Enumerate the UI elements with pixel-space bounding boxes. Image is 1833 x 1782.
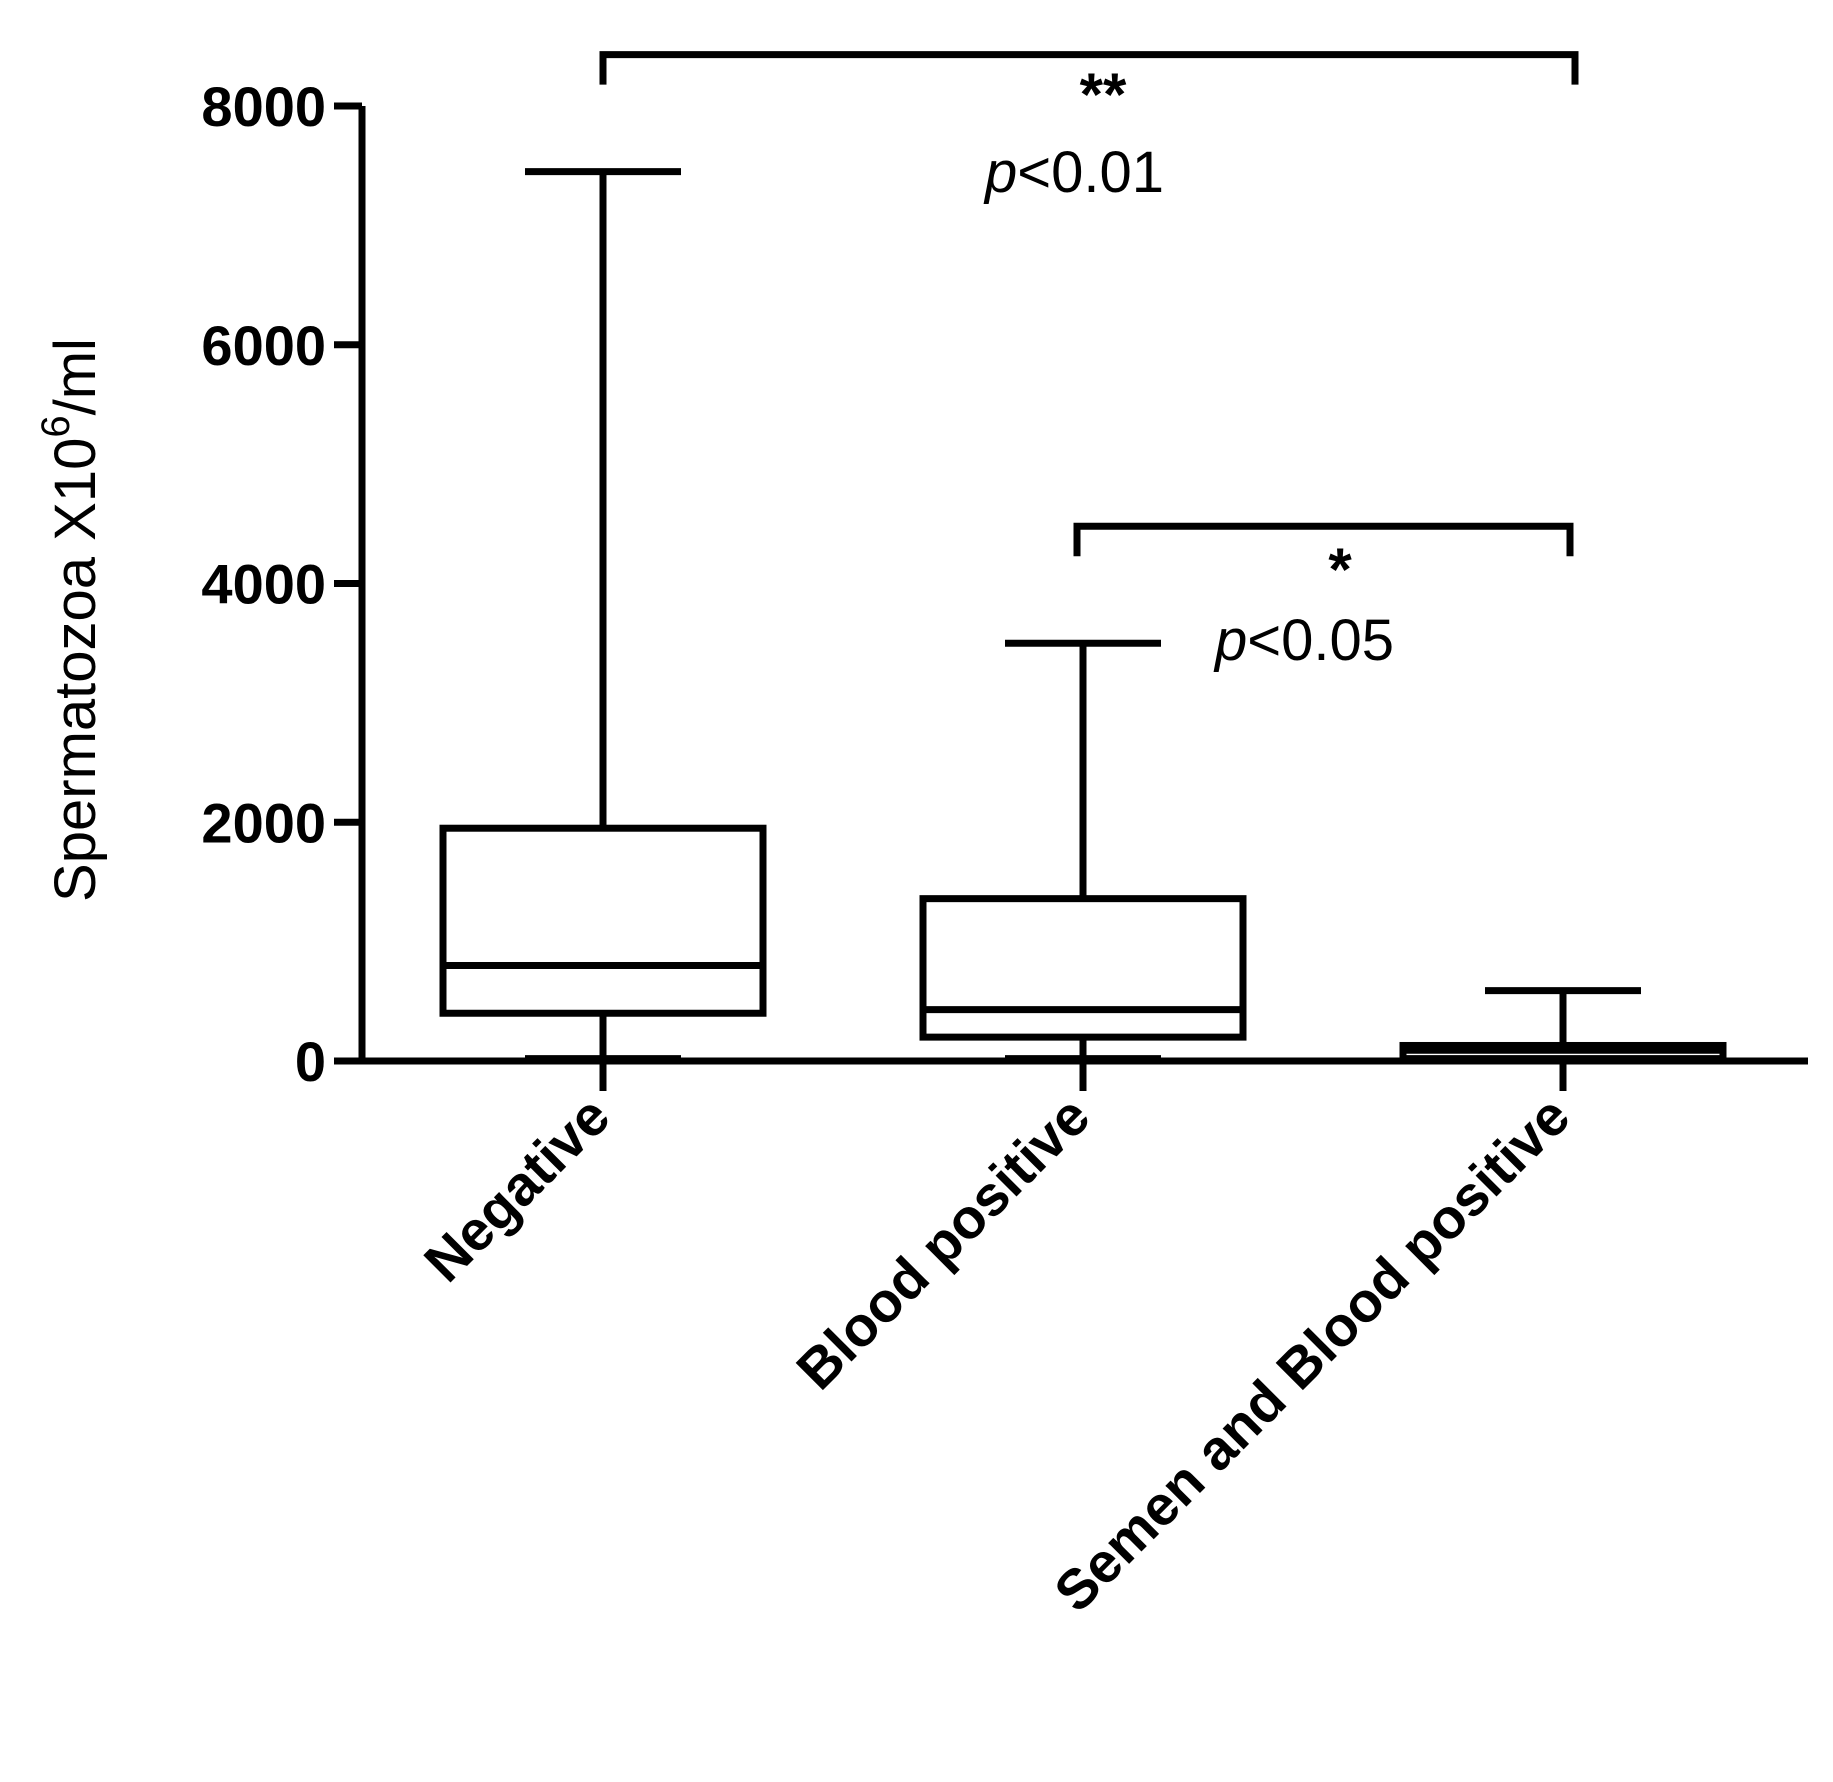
bracket-1: ** p<0.01: [599, 51, 1579, 205]
p-value: p<0.01: [983, 140, 1164, 205]
box-3: [1399, 987, 1727, 1065]
y-axis-label: Spermatozoa X106/ml: [34, 338, 108, 902]
y-axis-label-suffix: /ml: [43, 338, 108, 415]
p-value: p<0.05: [1213, 608, 1394, 673]
y-tick-label: 0: [295, 1030, 326, 1093]
y-axis-label-superscript: 6: [34, 415, 78, 437]
significance-stars: **: [1080, 61, 1127, 128]
y-tick-label: 2000: [201, 791, 326, 854]
y-axis-label-main: Spermatozoa X10: [43, 438, 108, 902]
bracket-line: [599, 51, 1579, 85]
category-label: Negative: [412, 1084, 622, 1294]
category-label: Blood positive: [784, 1084, 1101, 1401]
significance-brackets: **p<0.01*p<0.05: [599, 51, 1579, 673]
bracket-line: [1073, 522, 1574, 557]
iqr-box: [439, 824, 767, 1017]
boxes: [439, 168, 1727, 1065]
y-axis: 0 2000 4000 6000 8000: [201, 75, 366, 1093]
p-threshold: <0.05: [1247, 608, 1394, 673]
iqr-box: [919, 895, 1247, 1041]
significance-stars: *: [1328, 536, 1352, 603]
box-2: [919, 639, 1247, 1063]
bracket-2: *p<0.05: [1073, 522, 1574, 673]
p-symbol: p: [1213, 608, 1247, 673]
y-tick-label: 8000: [201, 75, 326, 138]
p-threshold: <0.01: [1017, 140, 1164, 205]
category-label: Semen and Blood positive: [1042, 1084, 1582, 1624]
box-1: [439, 168, 767, 1063]
y-tick-label: 6000: [201, 314, 326, 377]
p-symbol: p: [983, 140, 1017, 205]
y-tick-label: 4000: [201, 553, 326, 616]
